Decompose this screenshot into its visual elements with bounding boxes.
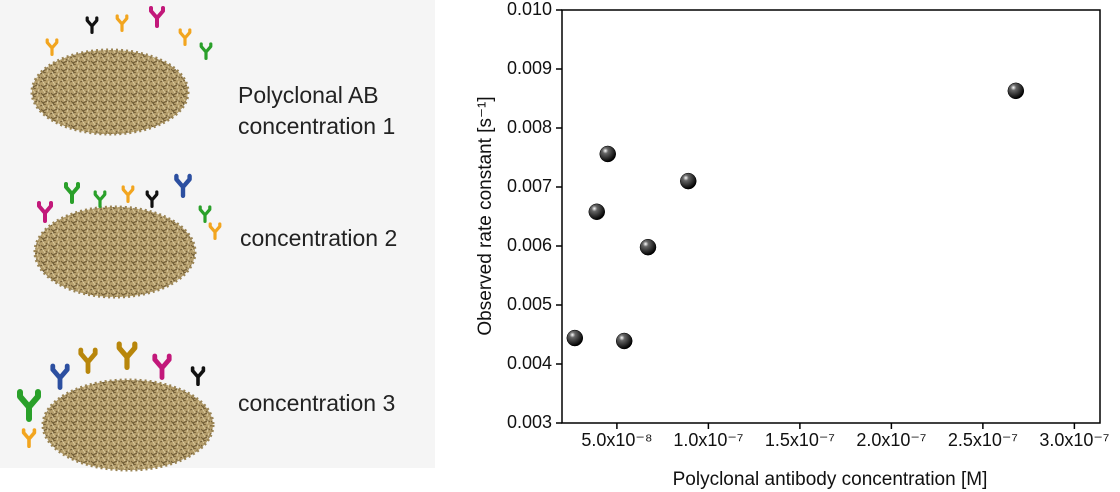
panel-label: concentration 2 <box>240 225 397 251</box>
particle <box>33 205 197 299</box>
x-tick-label: 2.5x10⁻⁷ <box>948 430 1018 450</box>
data-point <box>639 238 657 256</box>
data-point <box>615 332 633 350</box>
y-tick-label: 0.007 <box>507 176 552 196</box>
x-tick-label: 1.5x10⁻⁷ <box>765 430 835 450</box>
y-axis-title: Observed rate constant [s⁻¹] <box>475 96 496 335</box>
panel-label: Polyclonal AB <box>238 82 379 108</box>
y-tick-label: 0.009 <box>507 58 552 78</box>
y-tick-label: 0.006 <box>507 235 552 255</box>
data-point <box>680 172 697 190</box>
particle <box>30 48 190 136</box>
data-point <box>1007 82 1025 100</box>
panel-label: concentration 1 <box>238 113 395 139</box>
y-tick-label: 0.004 <box>507 353 552 373</box>
data-point <box>566 329 584 347</box>
x-tick-label: 2.0x10⁻⁷ <box>856 430 926 450</box>
x-tick-label: 3.0x10⁻⁷ <box>1039 430 1109 450</box>
data-point <box>599 145 616 163</box>
panel-label: concentration 3 <box>238 390 395 416</box>
y-tick-label: 0.010 <box>507 0 552 19</box>
y-tick-label: 0.008 <box>507 117 552 137</box>
particle <box>41 378 215 472</box>
x-tick-label: 1.0x10⁻⁷ <box>673 430 743 450</box>
y-tick-label: 0.005 <box>507 294 552 314</box>
y-tick-label: 0.003 <box>507 412 552 432</box>
plot-frame <box>561 9 1101 424</box>
chart: Polyclonal antibody concentration [M] Ob… <box>475 0 1109 490</box>
x-tick-label: 5.0x10⁻⁸ <box>581 430 652 450</box>
data-point <box>588 203 606 221</box>
illustration: Polyclonal AB concentration 1 concentrat… <box>0 0 435 472</box>
x-axis-title: Polyclonal antibody concentration [M] <box>673 469 988 490</box>
